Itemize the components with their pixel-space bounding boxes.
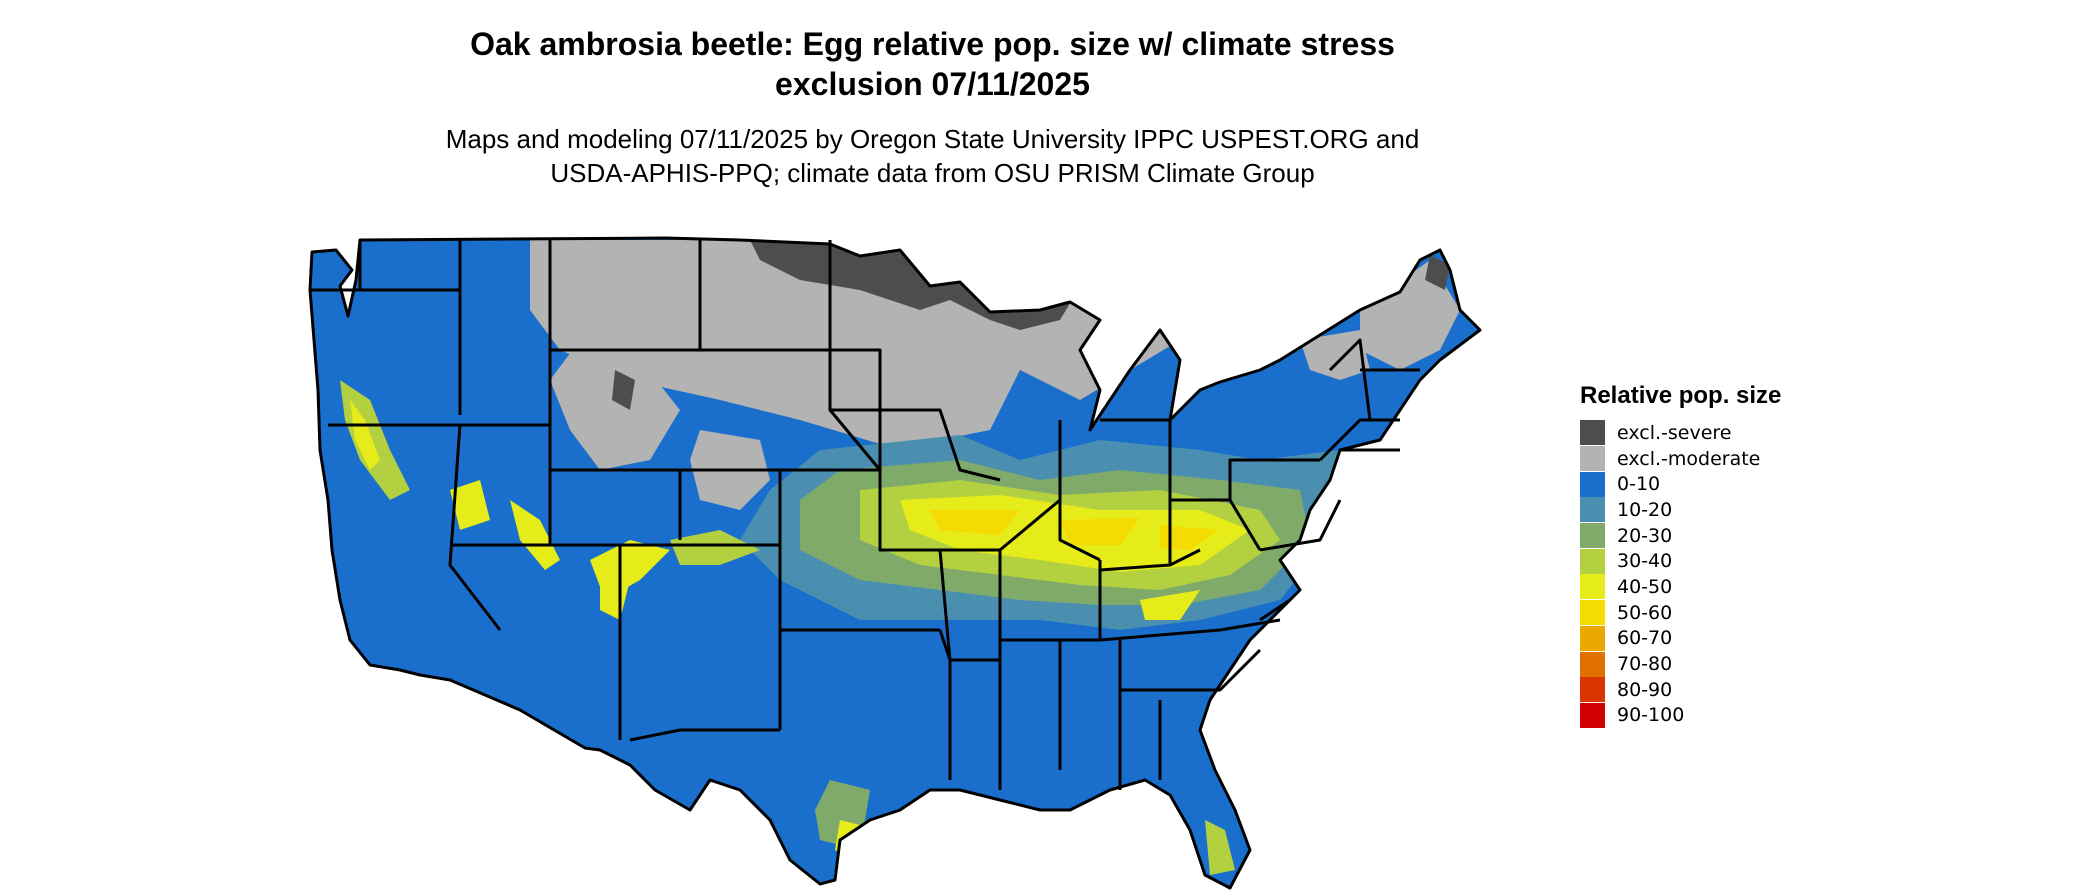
legend-swatch [1580, 574, 1605, 600]
legend-item: 20-30 [1580, 523, 1781, 549]
legend-item: 60-70 [1580, 625, 1781, 652]
legend-label: 50-60 [1617, 601, 1673, 624]
legend-items: excl.-severe excl.-moderate 0-10 10-20 20-30… [1580, 420, 1781, 728]
title-line-1: Oak ambrosia beetle: Egg relative pop. s… [470, 26, 1395, 62]
legend-item: 90-100 [1580, 702, 1781, 729]
legend-swatch [1580, 446, 1605, 472]
subtitle-line-1: Maps and modeling 07/11/2025 by Oregon S… [445, 124, 1420, 154]
legend-label: 40-50 [1617, 575, 1673, 598]
legend-swatch [1580, 625, 1605, 651]
legend-swatch [1580, 523, 1605, 549]
legend-label: excl.-moderate [1617, 447, 1761, 470]
us-map [308, 236, 1482, 890]
legend-label: excl.-severe [1617, 421, 1732, 444]
legend-swatch [1580, 651, 1605, 677]
legend-swatch [1580, 600, 1605, 626]
legend-label: 70-80 [1617, 653, 1673, 676]
legend-item: excl.-severe [1580, 420, 1781, 446]
legend-item: 10-20 [1580, 497, 1781, 523]
map-title: Oak ambrosia beetle: Egg relative pop. s… [0, 24, 1865, 104]
legend-swatch [1580, 420, 1605, 446]
legend-swatch [1580, 702, 1605, 728]
map-legend: Relative pop. size excl.-severe excl.-mod… [1580, 382, 1781, 728]
legend-item: 40-50 [1580, 574, 1781, 600]
legend-label: 30-40 [1617, 550, 1673, 573]
legend-item: 30-40 [1580, 548, 1781, 574]
legend-swatch [1580, 548, 1605, 574]
legend-label: 90-100 [1617, 704, 1685, 727]
legend-item: 50-60 [1580, 600, 1781, 626]
legend-label: 10-20 [1617, 498, 1673, 521]
legend-swatch [1580, 471, 1605, 497]
map-subtitle: Maps and modeling 07/11/2025 by Oregon S… [0, 122, 1865, 190]
legend-swatch [1580, 497, 1605, 523]
legend-swatch [1580, 677, 1605, 703]
legend-label: 80-90 [1617, 678, 1673, 701]
legend-item: excl.-moderate [1580, 446, 1781, 472]
legend-item: 70-80 [1580, 651, 1781, 677]
legend-item: 0-10 [1580, 471, 1781, 497]
title-line-2: exclusion 07/11/2025 [775, 66, 1090, 102]
legend-label: 60-70 [1617, 627, 1673, 650]
legend-item: 80-90 [1580, 677, 1781, 703]
legend-title: Relative pop. size [1580, 382, 1782, 409]
subtitle-line-2: USDA-APHIS-PPQ; climate data from OSU PR… [550, 158, 1315, 188]
legend-label: 20-30 [1617, 524, 1673, 547]
legend-label: 0-10 [1617, 473, 1661, 496]
